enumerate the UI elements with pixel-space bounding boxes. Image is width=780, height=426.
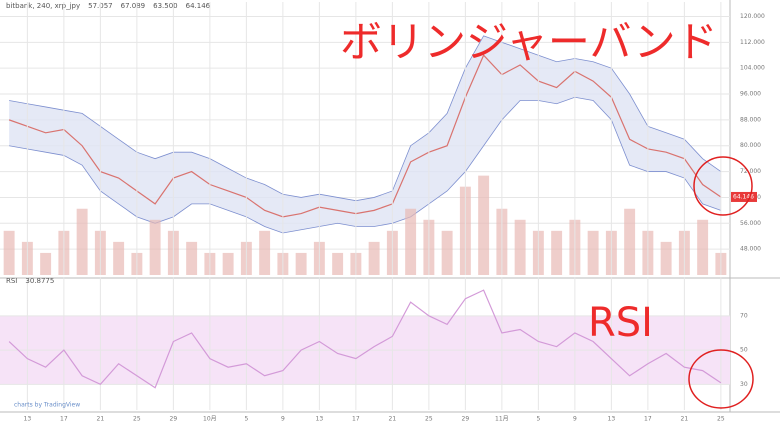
y-tick-label: 80.000	[740, 142, 761, 149]
volume-bar	[478, 175, 490, 275]
series-line	[9, 35, 722, 202]
x-tick-label: 25	[717, 416, 725, 423]
volume-bar	[405, 208, 417, 275]
y-tick-label: 112.000	[740, 39, 765, 46]
x-tick-label: 9	[281, 416, 285, 423]
volume-bar	[259, 230, 271, 275]
x-tick-label: 25	[133, 416, 141, 423]
x-tick-label: 13	[24, 416, 32, 423]
x-tick-label: 17	[60, 416, 68, 423]
x-tick-label: 17	[352, 416, 360, 423]
overlay: ボリンジャーバンド RSI	[340, 18, 754, 409]
x-tick-label: 9	[573, 416, 577, 423]
highlight-circle	[688, 349, 754, 409]
volume-bar	[624, 208, 636, 275]
y-tick-label: 120.000	[740, 13, 765, 20]
series-line	[9, 96, 722, 234]
volume-bar	[587, 230, 599, 275]
highlight-circle	[693, 156, 753, 216]
volume-bar	[332, 252, 344, 275]
x-tick-label: 25	[425, 416, 433, 423]
x-tick-label: 29	[170, 416, 178, 423]
header-text: bitbank, 240, xrp_jpy	[6, 2, 80, 10]
x-tick-label: 5	[536, 416, 540, 423]
y-tick-label: 72.000	[740, 168, 761, 175]
x-tick-label: 21	[97, 416, 105, 423]
volume-bar	[76, 208, 88, 275]
y-tick-label: 30	[740, 381, 748, 388]
volume-bar	[368, 241, 380, 275]
x-tick-label: 21	[681, 416, 689, 423]
volume-bar	[186, 241, 198, 275]
y-tick-label: 96.000	[740, 91, 761, 98]
x-tick-label: 17	[644, 416, 652, 423]
header-text: 63.500	[153, 2, 178, 10]
header-text: RSI	[6, 277, 17, 285]
band-fill	[9, 35, 721, 233]
price-tag	[731, 191, 757, 202]
marks: 48.00056.00064.00072.00080.00088.00096.0…	[0, 2, 765, 423]
y-tick-label: 70	[740, 312, 748, 319]
x-tick-label: 13	[608, 416, 616, 423]
x-tick-label: 21	[389, 416, 397, 423]
y-tick-label: 56.000	[740, 220, 761, 227]
header-text: 67.089	[121, 2, 146, 10]
y-tick-label: 104.000	[740, 65, 765, 72]
annotation-title: RSI	[588, 300, 653, 346]
volume-bar	[40, 252, 52, 275]
x-tick-label: 5	[244, 416, 248, 423]
header-text: 30.8775	[25, 277, 54, 285]
y-tick-label: 48.000	[740, 246, 761, 253]
volume-bar	[222, 252, 234, 275]
volume-bar	[697, 219, 709, 275]
x-tick-label: 11月	[495, 416, 509, 423]
header-text: 64.146	[186, 2, 211, 10]
y-tick-label: 88.000	[740, 116, 761, 123]
volume-bar	[660, 241, 672, 275]
y-tick-label: 50	[740, 347, 748, 354]
x-tick-label: 13	[316, 416, 324, 423]
volume-bar	[149, 219, 161, 275]
series-line	[8, 289, 722, 389]
annotation-title: ボリンジャーバンド	[340, 18, 718, 67]
volume-bar	[551, 230, 563, 275]
x-tick-label: 10月	[203, 416, 217, 423]
volume-bar	[441, 230, 453, 275]
volume-bar	[3, 230, 15, 275]
watermark: charts by TradingView	[14, 402, 80, 409]
x-tick-label: 29	[462, 416, 470, 423]
volume-bar	[295, 252, 307, 275]
price-tag-label: 64.146	[733, 193, 754, 200]
volume-bar	[514, 219, 526, 275]
volume-bar	[113, 241, 125, 275]
series-line	[8, 54, 722, 218]
